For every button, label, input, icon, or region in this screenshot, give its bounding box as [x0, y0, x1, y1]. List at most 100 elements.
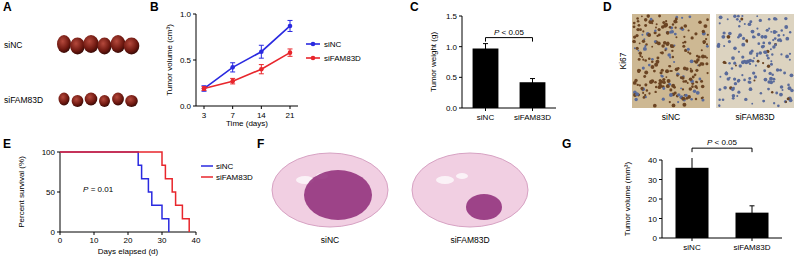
ventricle — [436, 176, 454, 184]
y-tick — [57, 232, 60, 233]
ihc-nucleus — [762, 42, 765, 45]
ihc-nucleus — [661, 51, 664, 54]
ihc-nucleus — [787, 84, 790, 87]
y-axis — [462, 16, 463, 108]
ihc-nucleus — [644, 83, 647, 86]
ihc-nucleus — [682, 103, 686, 107]
annotation-rest: < 0.05 — [499, 28, 524, 37]
ihc-nucleus — [782, 89, 784, 91]
annotation: P < 0.05 — [494, 28, 525, 37]
ihc-nucleus — [648, 57, 651, 60]
tumor-photo — [57, 35, 71, 53]
ihc-nucleus — [727, 35, 731, 39]
ihc-nucleus — [731, 67, 733, 69]
x-axis — [196, 106, 298, 107]
ihc-nucleus — [638, 58, 641, 61]
image-caption: siFAM83D — [450, 235, 489, 245]
x-tick — [485, 108, 486, 111]
tumor-photo — [111, 35, 126, 53]
plot-area — [60, 152, 189, 232]
ihc-nucleus — [636, 17, 639, 20]
tumor-region — [466, 194, 502, 220]
ihc-nucleus — [651, 46, 653, 48]
ihc-nucleus — [634, 98, 637, 101]
ihc-nucleus — [671, 70, 673, 72]
y-tick — [659, 238, 662, 239]
ihc-nucleus — [687, 51, 689, 53]
ihc-nucleus — [684, 94, 687, 97]
ihc-nucleus — [696, 81, 698, 83]
ihc-nucleus — [633, 25, 636, 28]
marker — [288, 24, 293, 29]
ihc-nucleus — [748, 77, 751, 80]
x-tick — [94, 232, 95, 235]
ihc-nucleus — [672, 56, 674, 58]
ihc-nucleus — [785, 101, 787, 103]
ihc-nucleus — [669, 88, 672, 91]
ihc-nucleus — [660, 52, 662, 54]
ihc-nucleus — [770, 48, 772, 50]
bracket — [692, 148, 752, 152]
ihc-nucleus — [647, 33, 651, 37]
ihc-nucleus — [706, 72, 708, 74]
y-axis-label: Percent survival (%) — [17, 156, 26, 228]
x-tick — [196, 232, 197, 235]
y-tick-label: 10 — [648, 215, 657, 224]
y-tick-label: 30 — [648, 176, 657, 185]
row-label: siFAM83D — [4, 95, 43, 105]
ihc-nucleus — [774, 43, 777, 46]
ihc-nucleus — [771, 91, 773, 93]
ihc-nucleus — [664, 49, 666, 51]
ihc-nucleus — [764, 78, 768, 82]
ihc-nucleus — [768, 18, 771, 21]
ihc-nucleus — [719, 22, 721, 24]
ihc-nucleus — [736, 95, 738, 97]
ihc-nucleus — [784, 100, 787, 103]
y-tick — [193, 60, 196, 61]
ihc-nucleus — [642, 92, 644, 94]
annotation: P < 0.05 — [707, 138, 738, 147]
ihc-nucleus — [733, 47, 737, 51]
ihc-nucleus — [723, 86, 727, 90]
ihc-nucleus — [698, 55, 701, 58]
x-tick — [532, 108, 533, 111]
legend-label: siFAM83D — [324, 54, 361, 63]
ihc-nucleus — [785, 37, 789, 41]
error-bar — [483, 44, 488, 54]
ihc-nucleus — [648, 64, 651, 67]
tumor-region — [304, 170, 372, 220]
ihc-nucleus — [672, 23, 674, 25]
ihc-nucleus — [689, 77, 693, 81]
ihc-nucleus — [756, 27, 758, 29]
ihc-nucleus — [655, 60, 659, 64]
ihc-nucleus — [684, 41, 687, 44]
legend-marker — [311, 42, 316, 47]
ihc-nucleus — [658, 34, 661, 37]
legend-line — [201, 165, 213, 167]
ihc-nucleus — [749, 59, 753, 63]
ihc-nucleus — [780, 29, 783, 32]
ihc-nucleus — [752, 35, 755, 38]
ihc-nucleus — [634, 41, 636, 43]
ihc-nucleus — [666, 31, 670, 35]
ihc-nucleus — [639, 51, 642, 54]
ihc-nucleus — [691, 36, 694, 39]
ventricle — [456, 173, 468, 179]
ihc-nucleus — [671, 50, 673, 52]
ihc-nucleus — [753, 57, 755, 59]
ihc-nucleus — [706, 43, 708, 45]
ihc-nucleus — [763, 69, 766, 72]
ihc-nucleus — [684, 80, 687, 83]
ihc-nucleus — [723, 61, 726, 64]
x-tick-label: 21 — [286, 111, 295, 120]
ihc-nucleus — [702, 30, 705, 33]
ihc-nucleus — [741, 55, 744, 58]
ihc-nucleus — [663, 81, 666, 84]
survival-line — [60, 152, 169, 232]
ihc-nucleus — [757, 33, 760, 36]
ihc-nucleus — [677, 67, 679, 69]
ihc-nucleus — [728, 62, 730, 64]
ihc-nucleus — [669, 65, 672, 68]
tumor-photo — [99, 95, 110, 107]
legend-marker — [311, 56, 316, 61]
